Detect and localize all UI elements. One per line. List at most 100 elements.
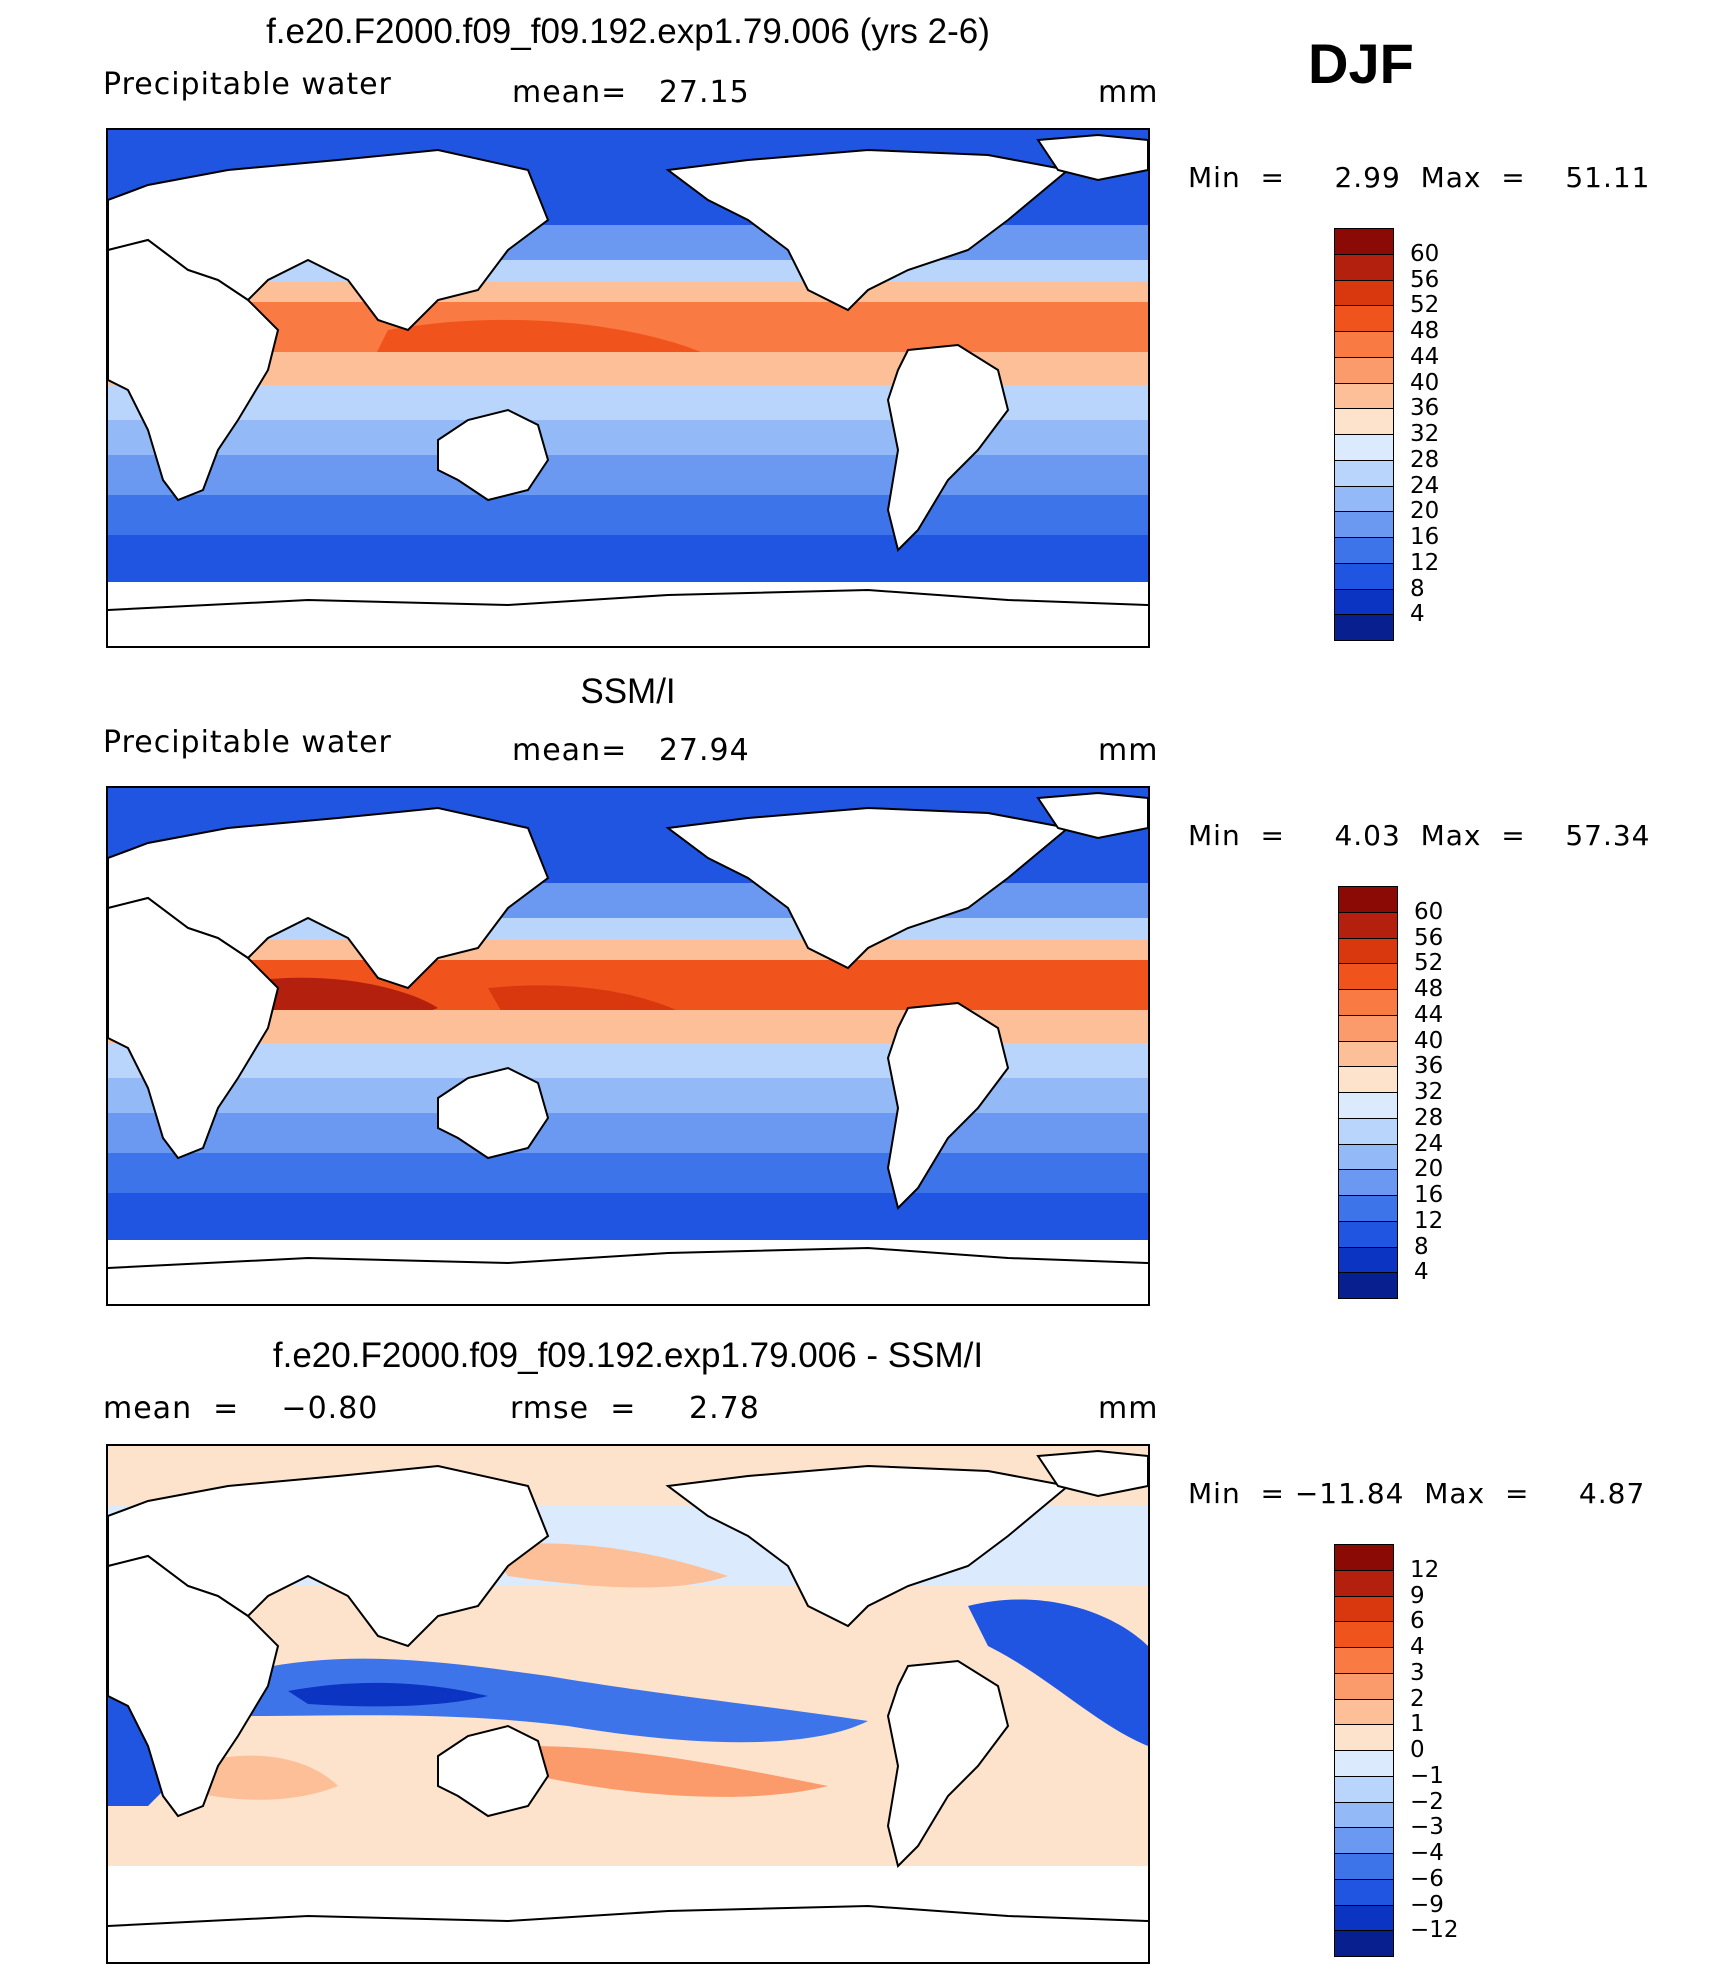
continents bbox=[108, 1449, 1148, 1927]
colorbar-swatch bbox=[1334, 459, 1394, 487]
africa bbox=[108, 238, 280, 502]
colorbar-tick-label: −6 bbox=[1410, 1865, 1444, 1892]
colorbar-tick-label: 52 bbox=[1414, 950, 1444, 977]
colorbar-tick-label: 24 bbox=[1410, 472, 1440, 499]
colorbar-tick-label: 16 bbox=[1414, 1182, 1444, 1208]
antarctica bbox=[108, 582, 1148, 646]
antarctica bbox=[108, 1898, 1148, 1962]
antarctica-coast bbox=[108, 588, 1148, 611]
colorbar-swatch bbox=[1338, 1246, 1398, 1274]
colorbar-swatch bbox=[1334, 382, 1394, 410]
continents bbox=[108, 133, 1148, 611]
panel-3-units-label: mm bbox=[1098, 1391, 1159, 1426]
colorbar-tick-label: 60 bbox=[1414, 898, 1444, 925]
greenland bbox=[1036, 791, 1148, 840]
colorbar-swatch bbox=[1334, 228, 1394, 255]
australia bbox=[437, 408, 550, 502]
south-america bbox=[886, 1001, 1010, 1210]
colorbar-tick-label: 4 bbox=[1414, 1259, 1429, 1286]
colorbar-swatch bbox=[1334, 331, 1394, 358]
greenland bbox=[1036, 1449, 1148, 1498]
colorbar-swatch bbox=[1334, 434, 1394, 461]
colorbar-swatch bbox=[1334, 614, 1394, 641]
colorbar-tick-label: 8 bbox=[1410, 575, 1425, 602]
panel-3-rmse-label: rmse = 2.78 bbox=[510, 1391, 760, 1426]
panel-1-variable-label: Precipitable water bbox=[103, 67, 392, 102]
colorbar-tick-label: 56 bbox=[1410, 266, 1440, 293]
colorbar-swatch bbox=[1338, 1195, 1398, 1222]
colorbar-tick-label: 48 bbox=[1410, 318, 1440, 344]
colorbar-swatch bbox=[1338, 1143, 1398, 1171]
australia bbox=[437, 1724, 550, 1818]
colorbar-swatch bbox=[1334, 1853, 1394, 1880]
colorbar-swatch bbox=[1334, 1724, 1394, 1751]
colorbar-tick-label: 32 bbox=[1410, 421, 1440, 447]
panel-1-mean-label: mean= 27.15 bbox=[512, 75, 750, 110]
panel-3-colorbar: 12 9 6 4 3 2 1 0 −1 −2 −3 −4 −6 −9 −12 bbox=[1334, 1544, 1459, 1957]
panel-3-map bbox=[106, 1444, 1150, 1964]
north-america bbox=[665, 148, 1071, 312]
antarctica-coast bbox=[108, 1246, 1148, 1269]
colorbar-swatch bbox=[1334, 1930, 1394, 1957]
panel-1-minmax: Min = 2.99 Max = 51.11 bbox=[1188, 161, 1651, 194]
panel-2-title: SSM/I bbox=[580, 672, 676, 711]
colorbar-swatch bbox=[1338, 1066, 1398, 1093]
africa bbox=[108, 1554, 280, 1818]
australia bbox=[437, 1066, 550, 1160]
colorbar-swatch bbox=[1334, 1750, 1394, 1777]
colorbar-tick-label: −9 bbox=[1410, 1891, 1444, 1918]
panel-1-title: f.e20.F2000.f09_f09.192.exp1.79.006 (yrs… bbox=[266, 12, 990, 51]
field-blob bbox=[528, 1746, 828, 1797]
colorbar-swatch bbox=[1338, 989, 1398, 1016]
panel-2-map-field bbox=[108, 788, 1148, 1304]
colorbar-tick-label: −1 bbox=[1410, 1762, 1444, 1789]
colorbar-tick-label: 12 bbox=[1410, 549, 1440, 576]
colorbar-swatch bbox=[1334, 1878, 1394, 1906]
colorbar-tick-label: 32 bbox=[1414, 1079, 1444, 1105]
colorbar-swatch bbox=[1334, 1904, 1394, 1932]
colorbar-swatch bbox=[1338, 1040, 1398, 1068]
field-band bbox=[108, 1153, 1148, 1198]
colorbar-tick-label: 28 bbox=[1414, 1104, 1444, 1131]
north-america bbox=[665, 1464, 1071, 1628]
colorbar-swatch bbox=[1334, 1801, 1394, 1829]
field-band bbox=[108, 1193, 1148, 1241]
colorbar-swatch bbox=[1334, 537, 1394, 564]
colorbar-tick-label: 28 bbox=[1410, 446, 1440, 473]
colorbar-swatch bbox=[1334, 1647, 1394, 1674]
south-america bbox=[886, 1659, 1010, 1868]
colorbar-swatch bbox=[1334, 1569, 1394, 1597]
colorbar-tick-label: 40 bbox=[1414, 1027, 1444, 1054]
colorbar-swatch bbox=[1338, 1169, 1398, 1196]
colorbar-swatch bbox=[1334, 279, 1394, 307]
colorbar-tick-label: 36 bbox=[1414, 1053, 1444, 1080]
colorbar-tick-label: 1 bbox=[1410, 1711, 1425, 1738]
colorbar-swatch bbox=[1334, 1672, 1394, 1700]
colorbar-tick-label: 44 bbox=[1410, 343, 1440, 370]
colorbar-swatch bbox=[1334, 253, 1394, 281]
north-america bbox=[665, 806, 1071, 970]
colorbar-tick-label: 6 bbox=[1410, 1608, 1425, 1635]
colorbar-tick-label: 24 bbox=[1414, 1130, 1444, 1157]
panel-2-variable-label: Precipitable water bbox=[103, 725, 392, 760]
colorbar-tick-label: 20 bbox=[1410, 498, 1440, 525]
colorbar-swatch bbox=[1334, 1595, 1394, 1623]
panel-1-map-field bbox=[108, 130, 1148, 646]
colorbar-tick-label: −12 bbox=[1410, 1917, 1459, 1944]
colorbar-tick-label: 8 bbox=[1414, 1233, 1429, 1260]
panel-2-mean-label: mean= 27.94 bbox=[512, 733, 750, 768]
colorbar-tick-label: 20 bbox=[1414, 1156, 1444, 1183]
panel-1-units-label: mm bbox=[1098, 75, 1159, 110]
colorbar-swatch bbox=[1338, 937, 1398, 965]
colorbar-swatch bbox=[1338, 886, 1398, 913]
field-blob bbox=[488, 1543, 728, 1588]
colorbar-tick-label: 36 bbox=[1410, 395, 1440, 422]
colorbar-swatch bbox=[1338, 911, 1398, 939]
field-band bbox=[108, 495, 1148, 540]
field-blob bbox=[968, 1599, 1148, 1746]
colorbar-swatch bbox=[1334, 1698, 1394, 1726]
colorbar-tick-label: 12 bbox=[1410, 1556, 1440, 1583]
colorbar-swatch bbox=[1334, 356, 1394, 384]
field-band bbox=[108, 455, 1148, 500]
colorbar-swatch bbox=[1338, 1014, 1398, 1042]
